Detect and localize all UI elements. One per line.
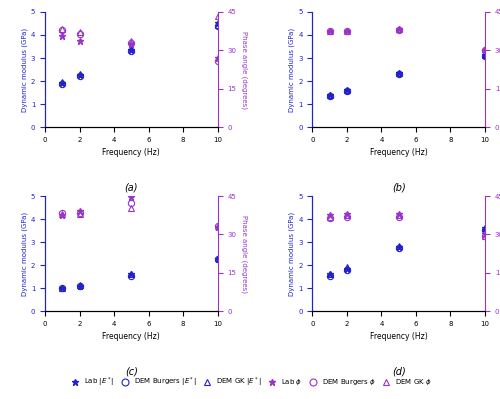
Text: (d): (d)	[392, 366, 406, 377]
X-axis label: Frequency (Hz): Frequency (Hz)	[370, 332, 428, 342]
X-axis label: Frequency (Hz): Frequency (Hz)	[102, 148, 160, 157]
Text: (c): (c)	[125, 366, 138, 377]
Legend: Lab $|E^*|$, DEM Burgers $|E^*|$, DEM GK $|E^*|$, Lab $\phi$, DEM Burgers $\phi$: Lab $|E^*|$, DEM Burgers $|E^*|$, DEM GK…	[65, 373, 435, 391]
X-axis label: Frequency (Hz): Frequency (Hz)	[370, 148, 428, 157]
Text: (a): (a)	[124, 182, 138, 192]
Y-axis label: Phase angle (degrees): Phase angle (degrees)	[241, 30, 248, 109]
Y-axis label: Phase angle (degrees): Phase angle (degrees)	[241, 215, 248, 293]
Y-axis label: Dynamic modulus (GPa): Dynamic modulus (GPa)	[22, 211, 28, 296]
Y-axis label: Dynamic modulus (GPa): Dynamic modulus (GPa)	[289, 211, 296, 296]
Y-axis label: Dynamic modulus (GPa): Dynamic modulus (GPa)	[22, 28, 28, 112]
Y-axis label: Dynamic modulus (GPa): Dynamic modulus (GPa)	[289, 28, 296, 112]
Text: (b): (b)	[392, 182, 406, 192]
X-axis label: Frequency (Hz): Frequency (Hz)	[102, 332, 160, 342]
